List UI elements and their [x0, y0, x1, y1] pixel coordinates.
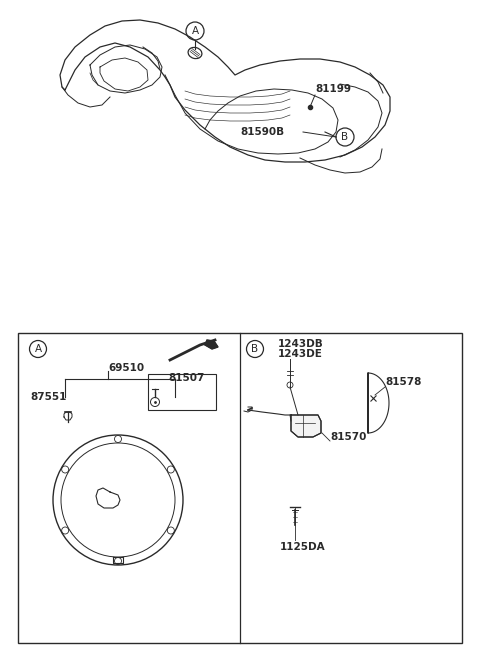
- Text: 1243DE: 1243DE: [278, 349, 323, 359]
- Polygon shape: [205, 340, 218, 349]
- Text: 1125DA: 1125DA: [280, 542, 325, 552]
- Text: 87551: 87551: [30, 392, 66, 402]
- Text: 81570: 81570: [330, 432, 366, 442]
- Bar: [148, 374, 216, 410]
- Polygon shape: [291, 415, 321, 437]
- Text: B: B: [252, 344, 259, 354]
- Text: 1243DB: 1243DB: [278, 339, 324, 349]
- Text: A: A: [35, 344, 42, 354]
- Text: 81578: 81578: [385, 377, 421, 387]
- Text: 81590B: 81590B: [240, 127, 284, 137]
- Text: 81199: 81199: [315, 84, 351, 94]
- Text: B: B: [341, 132, 348, 142]
- Text: 69510: 69510: [108, 363, 144, 373]
- Bar: [18, 333, 462, 643]
- Text: 81507: 81507: [168, 373, 204, 383]
- Text: A: A: [192, 26, 199, 36]
